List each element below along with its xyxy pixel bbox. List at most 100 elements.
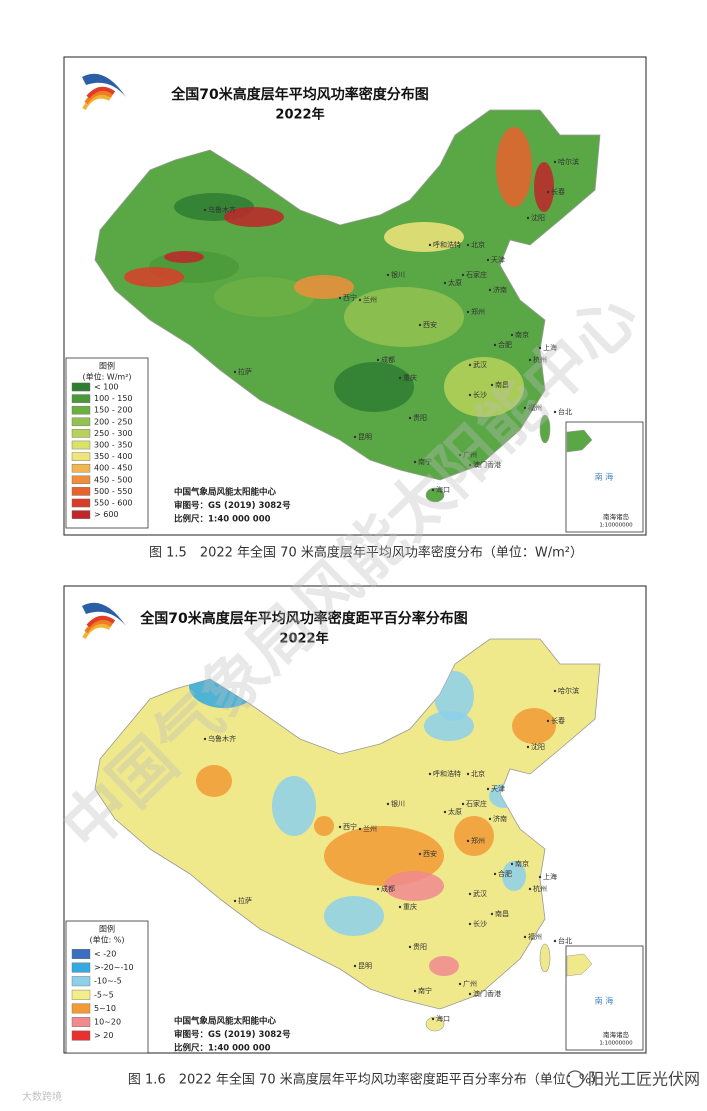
city-dot xyxy=(488,817,492,821)
city-dot xyxy=(358,827,362,831)
city-dot xyxy=(546,719,550,723)
inset-label: 南海诸岛 xyxy=(603,1030,629,1039)
legend-label: >-20~-10 xyxy=(94,963,134,972)
city-label: 杭州 xyxy=(533,884,547,893)
legend-label: 500 - 550 xyxy=(94,487,133,496)
city-label: 昆明 xyxy=(358,962,372,970)
city-label: 济南 xyxy=(493,814,507,823)
logo-arc xyxy=(82,623,111,640)
city-label: 银川 xyxy=(391,799,405,808)
city-label: 天津 xyxy=(491,785,505,793)
city-label: 福州 xyxy=(528,403,542,412)
city-dot xyxy=(486,787,490,791)
city-dot xyxy=(398,376,402,380)
city-label: 台北 xyxy=(558,936,572,945)
city-dot xyxy=(468,992,472,996)
city-dot xyxy=(466,243,470,247)
city-label: 拉萨 xyxy=(238,367,252,376)
map-patch xyxy=(224,207,284,227)
city-dot xyxy=(523,935,527,939)
legend-label: 550 - 600 xyxy=(94,499,133,508)
map-patch xyxy=(314,816,334,836)
logo-swoosh xyxy=(82,73,126,97)
logo-arc xyxy=(86,615,116,628)
taiwan xyxy=(539,414,551,444)
map-credit: 中国气象局风能太阳能中心 xyxy=(174,1016,277,1027)
legend-label: < 100 xyxy=(94,383,119,392)
city-dot xyxy=(376,887,380,891)
hainan xyxy=(425,487,445,503)
city-dot xyxy=(468,393,472,397)
inset-label: 南海诸岛 xyxy=(603,512,629,521)
city-label: 南昌 xyxy=(495,380,509,389)
city-dot xyxy=(468,363,472,367)
city-label: 长春 xyxy=(551,187,565,196)
city-label: 西安 xyxy=(423,849,437,858)
city-dot xyxy=(338,296,342,300)
footer-left: 大数跨境 xyxy=(22,1090,62,1103)
legend-title: 图例 xyxy=(99,924,115,934)
city-label: 西安 xyxy=(423,320,437,329)
logo xyxy=(82,602,126,640)
map-patch xyxy=(124,267,184,287)
map-year: 2022年 xyxy=(275,107,324,123)
city-label: 合肥 xyxy=(498,869,512,878)
legend-label: 100 - 150 xyxy=(94,394,133,403)
legend-label: 250 - 300 xyxy=(94,429,133,438)
inset-coast xyxy=(566,429,593,453)
city-label: 石家庄 xyxy=(466,270,487,279)
map-year: 2022年 xyxy=(279,631,328,647)
city-dot xyxy=(490,383,494,387)
city-dot xyxy=(553,160,557,164)
city-label: 银川 xyxy=(391,270,405,279)
city-label: 南京 xyxy=(515,859,529,868)
legend-swatch xyxy=(71,989,91,1000)
city-label: 北京 xyxy=(471,769,485,778)
city-label: 台北 xyxy=(558,407,572,416)
taiwan xyxy=(539,943,551,973)
legend-label: 10~20 xyxy=(94,1018,121,1027)
map-base xyxy=(94,638,601,1010)
map-credit: 中国气象局风能太阳能中心 xyxy=(174,487,277,498)
inset-scale: 1:10000000 xyxy=(599,1041,633,1047)
city-dot xyxy=(461,802,465,806)
city-label: 南京 xyxy=(515,330,529,339)
legend-swatch xyxy=(71,452,91,461)
city-label: 南昌 xyxy=(495,909,509,918)
legend-swatch xyxy=(71,949,91,959)
legend-swatch xyxy=(71,510,91,519)
footer-icon xyxy=(566,1070,584,1088)
map-credit: 审图号：GS (2019) 3082号 xyxy=(174,1029,291,1040)
city-label: 武汉 xyxy=(473,889,487,898)
legend-swatch xyxy=(71,394,91,403)
legend-label: < -20 xyxy=(94,950,116,959)
legend-label: -5~5 xyxy=(94,990,114,999)
city-label: 长沙 xyxy=(473,390,487,399)
logo-swoosh xyxy=(82,602,126,626)
city-dot xyxy=(431,1017,435,1021)
city-label: 长春 xyxy=(551,716,565,725)
city-dot xyxy=(528,358,532,362)
legend-unit: (单位: %) xyxy=(89,935,124,945)
city-dot xyxy=(458,982,462,986)
city-label: 上海 xyxy=(543,872,557,881)
city-dot xyxy=(493,872,497,876)
city-dot xyxy=(510,333,514,337)
city-dot xyxy=(233,370,237,374)
city-label: 广州 xyxy=(463,979,477,988)
map-patch xyxy=(502,861,526,891)
city-dot xyxy=(413,989,417,993)
map-patch xyxy=(384,871,444,901)
legend-label: > 600 xyxy=(94,510,119,519)
city-dot xyxy=(538,346,542,350)
legend-title: 图例 xyxy=(99,361,115,371)
city-dot xyxy=(408,416,412,420)
map-title: 全国70米高度层年平均风功率密度距平百分率分布图 xyxy=(139,610,467,627)
city-dot xyxy=(461,273,465,277)
city-dot xyxy=(408,945,412,949)
city-label: 郑州 xyxy=(471,308,485,316)
city-label: 天津 xyxy=(491,256,505,264)
